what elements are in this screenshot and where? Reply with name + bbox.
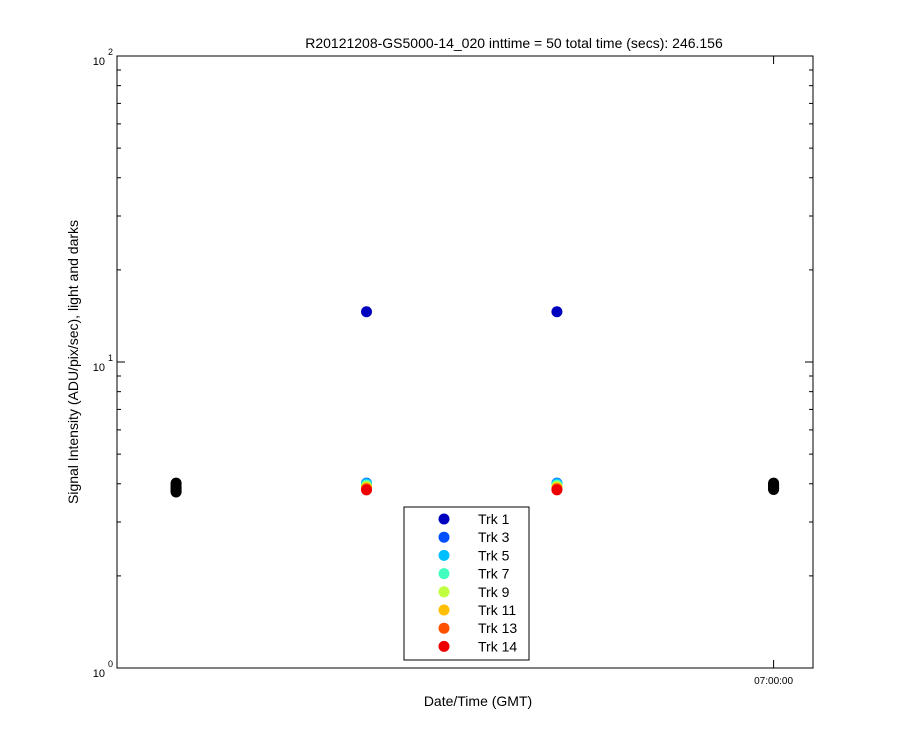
y-tick-label-exponent: 1 [108,353,113,363]
dark-point [768,484,780,496]
data-point [551,484,563,496]
x-axis-label: Date/Time (GMT) [424,693,532,709]
x-axis-tick-labels: 07:00:00 [754,676,793,687]
legend-label: Trk 11 [478,602,516,618]
legend-label: Trk 14 [478,638,517,654]
legend-marker [438,513,450,525]
y-tick-label: 10 [93,362,105,374]
legend-marker [438,568,450,580]
legend-label: Trk 13 [478,620,517,636]
data-points [170,306,780,498]
legend-label: Trk 9 [478,584,510,600]
legend-label: Trk 3 [478,529,510,545]
y-tick-label: 10 [93,56,105,68]
y-tick-label-exponent: 0 [108,659,113,669]
legend-marker [438,586,450,598]
data-point [361,306,373,318]
y-tick-label: 10 [93,668,105,680]
y-axis-ticks [117,55,813,669]
legend-items: Trk 1 Trk 3 Trk 5 Trk 7 Trk 9 Trk 11 Trk 13 Trk… [438,511,517,654]
y-axis-label: Signal Intensity (ADU/pix/sec), light an… [65,220,81,504]
legend-marker [438,604,450,616]
legend-label: Trk 1 [478,511,510,527]
legend: Trk 1 Trk 3 Trk 5 Trk 7 Trk 9 Trk 11 Trk 13 Trk… [403,506,530,661]
legend-marker [438,622,450,634]
chart-title: R20121208-GS5000-14_020 inttime = 50 tot… [305,35,723,51]
data-point [551,306,563,318]
dark-point [170,486,182,498]
y-tick-label-exponent: 2 [108,47,113,57]
legend-label: Trk 5 [478,547,510,563]
x-tick-label: 07:00:00 [754,676,793,687]
legend-marker [438,640,450,652]
legend-marker [438,531,450,543]
legend-box [403,506,530,661]
legend-label: Trk 7 [478,566,510,582]
legend-marker [438,549,450,561]
data-point [361,484,373,496]
